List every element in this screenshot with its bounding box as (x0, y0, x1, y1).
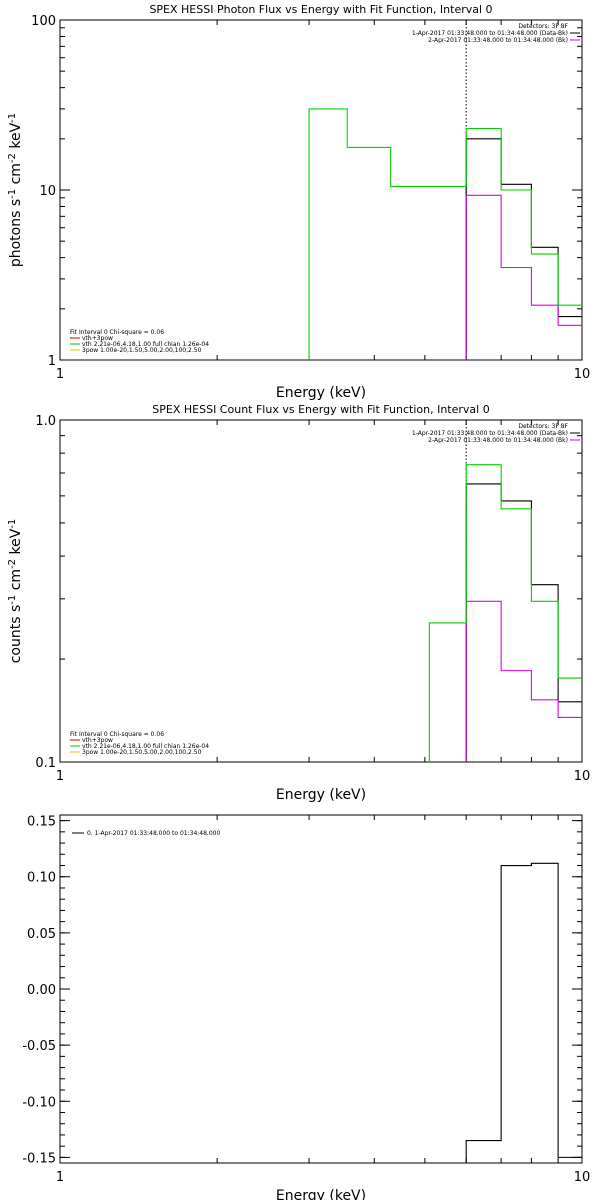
y-tick-label: 0.05 (27, 927, 56, 942)
legend-top-entry: 2-Apr-2017 01:33:48.000 to 01:34:48.000 … (428, 37, 568, 44)
legend-fit-entry: 3pow 1.00e-20,1.50,5.00,2.00,100,2.50 (82, 347, 202, 354)
plot-frame (59, 814, 583, 1164)
x-axis-label: Energy (keV) (276, 385, 366, 401)
y-axis-label-exponent: -2 (7, 559, 18, 569)
series-residuals (465, 862, 582, 1163)
plot-frame (59, 419, 583, 763)
x-axis-label: Energy (keV) (276, 1188, 366, 1200)
legend-top-entry: Detectors: 3F 8F (518, 23, 568, 30)
x-tick-label: 1 (56, 367, 64, 382)
y-tick-label: 0.00 (27, 983, 56, 998)
y-tick-label: 0.10 (27, 871, 56, 886)
legend-top-entry: Detectors: 3F 8F (518, 423, 568, 430)
x-tick-label: 10 (574, 769, 591, 784)
y-tick-label: -0.05 (22, 1039, 56, 1054)
y-axis-label-part: keV (8, 122, 24, 153)
y-tick-label: 0.15 (27, 815, 56, 830)
y-axis-label-exponent: -1 (7, 189, 18, 199)
y-axis-label: photons s-1 cm-2 keV-1 (7, 113, 25, 267)
y-axis-label-exponent: -1 (7, 519, 18, 529)
y-axis-label-part: cm (8, 163, 24, 189)
y-tick-label: 0.1 (35, 756, 56, 771)
series-data-bk (465, 483, 582, 762)
y-tick-label: -0.10 (22, 1095, 56, 1110)
legend-inline-entry: 0. 1-Apr-2017 01:33:48.000 to 01:34:48.0… (87, 830, 220, 837)
y-tick-label: 100 (31, 14, 56, 29)
chart-title: SPEX HESSI Count Flux vs Energy with Fit… (152, 403, 489, 416)
chart-panel-2: SPEX HESSI Count Flux vs Energy with Fit… (7, 403, 591, 803)
x-tick-label: 10 (574, 1170, 591, 1185)
legend-fit-entry: Fit Interval 0 Chi-square = 0.06 (70, 329, 164, 336)
y-axis-label-exponent: -1 (7, 595, 18, 605)
legend-top-entry: 1-Apr-2017 01:33:48.000 to 01:34:48.000 … (412, 430, 568, 437)
y-axis-label-exponent: -1 (7, 113, 18, 123)
legend-fit-entry: vth+3pow (82, 737, 113, 744)
legend-fit-entry: vth 2.21e-06,4.18,1.00 full chian 1.26e-… (82, 743, 209, 750)
legend-top-entry: 2-Apr-2017 01:33:48.000 to 01:34:48.000 … (428, 437, 568, 444)
y-axis-label-part: counts s (8, 605, 24, 664)
y-tick-label: 1 (48, 354, 56, 369)
legend-fit-entry: vth+3pow (82, 335, 113, 342)
y-axis-label-part: keV (8, 528, 24, 559)
series-vth-3pow (308, 108, 582, 360)
y-tick-label: 10 (39, 184, 56, 199)
chart-panel-3: 1 10 Energy (keV) 0.15 0.10 0.05 0.00 -0.05 -0.1… (22, 814, 591, 1200)
legend-fit-entry: 3pow 1.00e-20,1.50,5.00,2.00,100,2.50 (82, 749, 202, 756)
series-data-bk (465, 138, 582, 360)
series-bk (465, 194, 582, 360)
chart-title: SPEX HESSI Photon Flux vs Energy with Fi… (149, 3, 492, 16)
x-tick-label: 10 (574, 367, 591, 382)
series-bk (465, 600, 582, 762)
x-tick-label: 1 (56, 769, 64, 784)
y-axis-label-part: photons s (8, 199, 24, 267)
y-axis-label: counts s-1 cm-2 keV-1 (7, 519, 25, 664)
x-tick-label: 1 (56, 1170, 64, 1185)
y-tick-label: -0.15 (22, 1151, 56, 1166)
legend-fit-entry: Fit Interval 0 Chi-square = 0.06 (70, 731, 164, 738)
chart-panel-1: SPEX HESSI Photon Flux vs Energy with Fi… (7, 3, 591, 401)
y-tick-label: 1.0 (35, 414, 56, 429)
x-axis-label: Energy (keV) (276, 787, 366, 803)
series-vth-3pow (428, 464, 582, 762)
y-axis-label-exponent: -2 (7, 153, 18, 163)
legend-fit-entry: vth 2.21e-06,4.18,1.00 full chian 1.26e-… (82, 341, 209, 348)
y-axis-label-part: cm (8, 569, 24, 595)
legend-top-entry: 1-Apr-2017 01:33:48.000 to 01:34:48.000 … (412, 30, 568, 37)
